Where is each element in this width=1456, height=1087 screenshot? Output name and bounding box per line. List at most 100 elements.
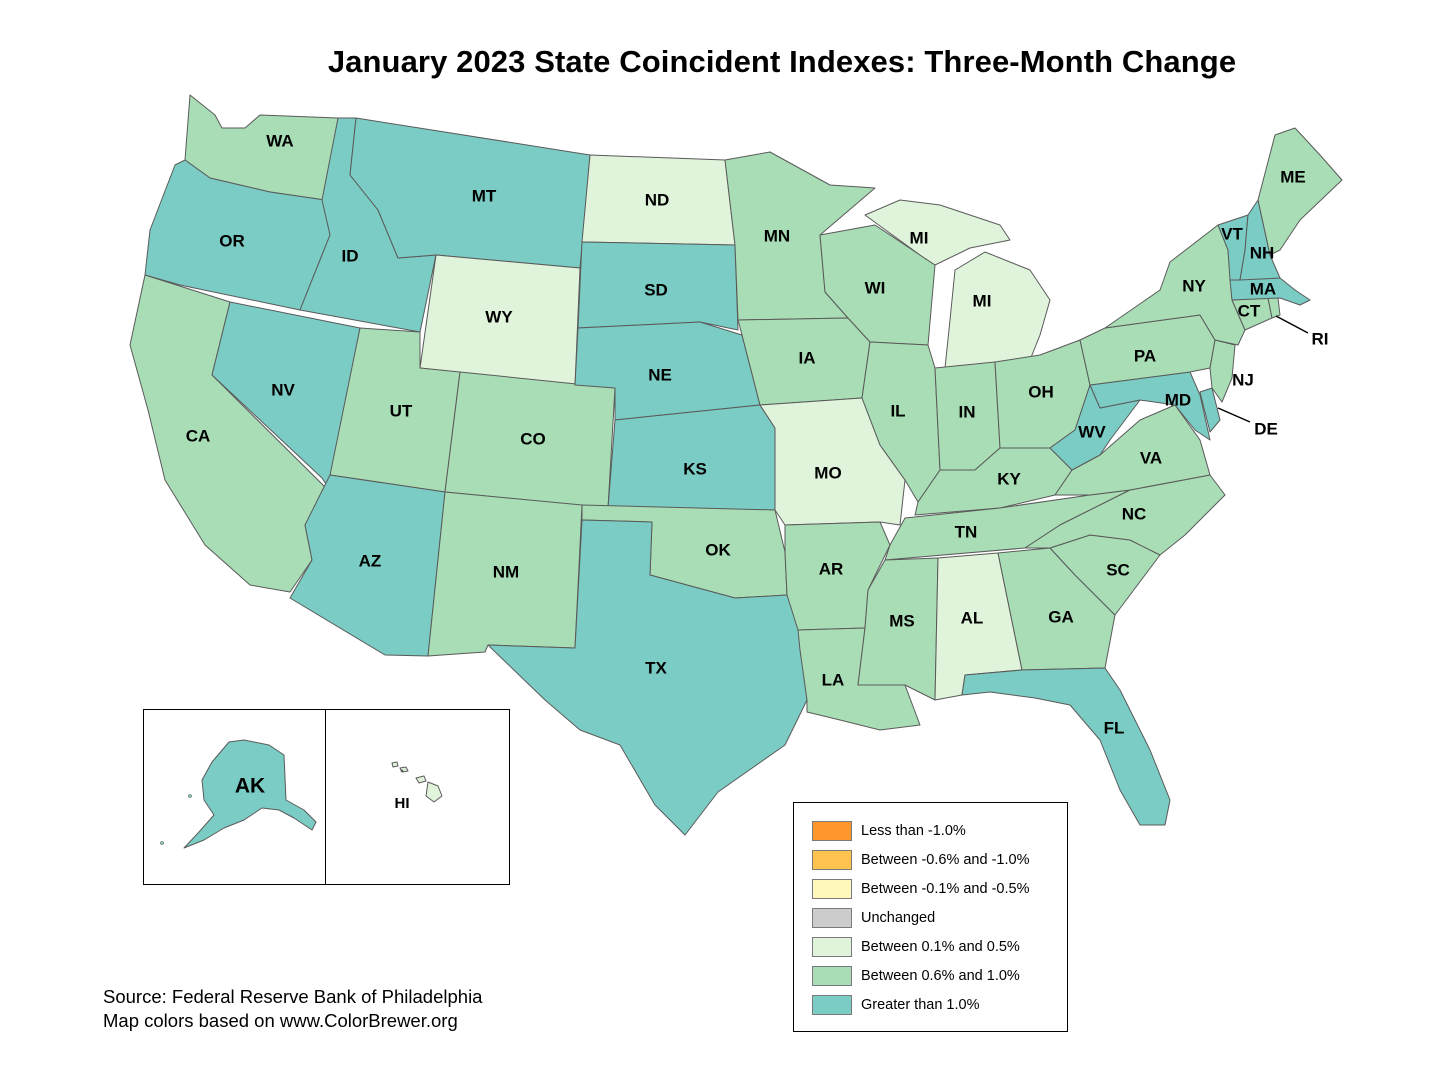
label-ct: CT [1238, 301, 1261, 320]
state-mi-upper[interactable] [864, 199, 1011, 266]
label-id: ID [342, 246, 359, 265]
label-wy: WY [485, 307, 513, 326]
label-mo: MO [814, 463, 841, 482]
label-or: OR [219, 231, 245, 250]
legend: Less than -1.0% Between -0.6% and -1.0% … [793, 802, 1068, 1032]
legend-label: Less than -1.0% [861, 823, 966, 839]
hawaii-inset: HI [325, 709, 510, 885]
label-wi: WI [865, 278, 886, 297]
state-hi-big-island[interactable] [425, 781, 443, 803]
label-sd: SD [644, 280, 668, 299]
hawaii-map: HI [391, 761, 443, 812]
state-tx[interactable] [487, 519, 808, 836]
label-hi: HI [395, 795, 410, 812]
legend-label: Between -0.6% and -1.0% [861, 852, 1030, 868]
label-ut: UT [390, 401, 413, 420]
legend-item-pos06-10: Between 0.6% and 1.0% [812, 965, 1020, 987]
source-note: Source: Federal Reserve Bank of Philadel… [103, 985, 482, 1033]
legend-swatch [812, 821, 852, 841]
label-sc: SC [1106, 560, 1130, 579]
legend-label: Between 0.6% and 1.0% [861, 968, 1020, 984]
label-wa: WA [266, 131, 293, 150]
label-ia: IA [799, 348, 816, 367]
label-ny: NY [1182, 276, 1206, 295]
label-il: IL [890, 401, 905, 420]
label-va: VA [1140, 448, 1162, 467]
label-tn: TN [955, 522, 978, 541]
label-ri: RI [1312, 329, 1329, 348]
legend-item-unchanged: Unchanged [812, 907, 935, 929]
label-ar: AR [819, 559, 844, 578]
state-ks[interactable] [607, 404, 776, 511]
legend-label: Unchanged [861, 910, 936, 926]
legend-item-gt10: Greater than 1.0% [812, 994, 980, 1016]
state-me[interactable] [1257, 127, 1343, 256]
state-hi-maui[interactable] [415, 775, 427, 784]
label-nj: NJ [1232, 370, 1254, 389]
legend-swatch [812, 937, 852, 957]
label-ga: GA [1048, 607, 1074, 626]
legend-item-neg01-neg05: Between -0.1% and -0.5% [812, 878, 1029, 900]
label-tx: TX [645, 658, 667, 677]
label-oh: OH [1028, 382, 1054, 401]
state-md[interactable] [1089, 371, 1211, 441]
source-line: Source: Federal Reserve Bank of Philadel… [103, 986, 483, 1007]
label-al: AL [961, 608, 984, 627]
legend-label: Between -0.1% and -0.5% [861, 881, 1030, 897]
label-md: MD [1165, 390, 1191, 409]
state-fl[interactable] [961, 667, 1171, 826]
state-labels: WA OR CA ID NV MT WY UT AZ CO NM ND SD N… [186, 131, 1329, 737]
label-mi: MI [973, 291, 992, 310]
label-la: LA [822, 670, 845, 689]
label-mn: MN [764, 226, 790, 245]
label-ks: KS [683, 459, 707, 478]
label-ky: KY [997, 469, 1021, 488]
state-nj[interactable] [1209, 339, 1236, 403]
label-mt: MT [472, 186, 497, 205]
legend-item-less-than-neg1: Less than -1.0% [812, 820, 966, 842]
label-ca: CA [186, 426, 211, 445]
label-mi-upper: MI [910, 228, 929, 247]
colorbrewer-credit: Map colors based on www.ColorBrewer.org [103, 1010, 458, 1031]
legend-label: Greater than 1.0% [861, 997, 980, 1013]
state-ak[interactable] [183, 739, 317, 849]
label-ma: MA [1250, 279, 1276, 298]
label-ne: NE [648, 365, 672, 384]
state-ma[interactable] [1229, 277, 1311, 306]
label-nd: ND [645, 190, 670, 209]
legend-label: Between 0.1% and 0.5% [861, 939, 1020, 955]
legend-item-neg06-neg1: Between -0.6% and -1.0% [812, 849, 1029, 871]
label-nv: NV [271, 380, 295, 399]
legend-swatch [812, 995, 852, 1015]
state-hi-kauai-main[interactable] [391, 761, 399, 768]
label-ms: MS [889, 611, 915, 630]
alaska-map: AK [160, 739, 317, 849]
label-fl: FL [1104, 718, 1125, 737]
leader-line-ri [1275, 315, 1309, 334]
label-vt: VT [1221, 224, 1243, 243]
legend-swatch [812, 966, 852, 986]
state-mi[interactable] [944, 251, 1051, 369]
label-in: IN [959, 402, 976, 421]
state-de[interactable] [1199, 387, 1221, 433]
label-nh: NH [1250, 243, 1275, 262]
label-ok: OK [705, 540, 731, 559]
label-co: CO [520, 429, 546, 448]
state-hi-kauai[interactable] [400, 769, 404, 772]
legend-swatch [812, 850, 852, 870]
label-az: AZ [359, 551, 382, 570]
legend-swatch [812, 879, 852, 899]
label-ak: AK [235, 775, 265, 798]
label-nm: NM [493, 562, 519, 581]
label-nc: NC [1122, 504, 1147, 523]
label-pa: PA [1134, 346, 1156, 365]
leader-line-de [1217, 407, 1251, 423]
legend-item-pos01-05: Between 0.1% and 0.5% [812, 936, 1020, 958]
alaska-inset: AK [143, 709, 328, 885]
label-de: DE [1254, 419, 1278, 438]
state-sd[interactable] [577, 241, 739, 331]
label-me: ME [1280, 167, 1306, 186]
legend-swatch [812, 908, 852, 928]
label-wv: WV [1078, 422, 1106, 441]
